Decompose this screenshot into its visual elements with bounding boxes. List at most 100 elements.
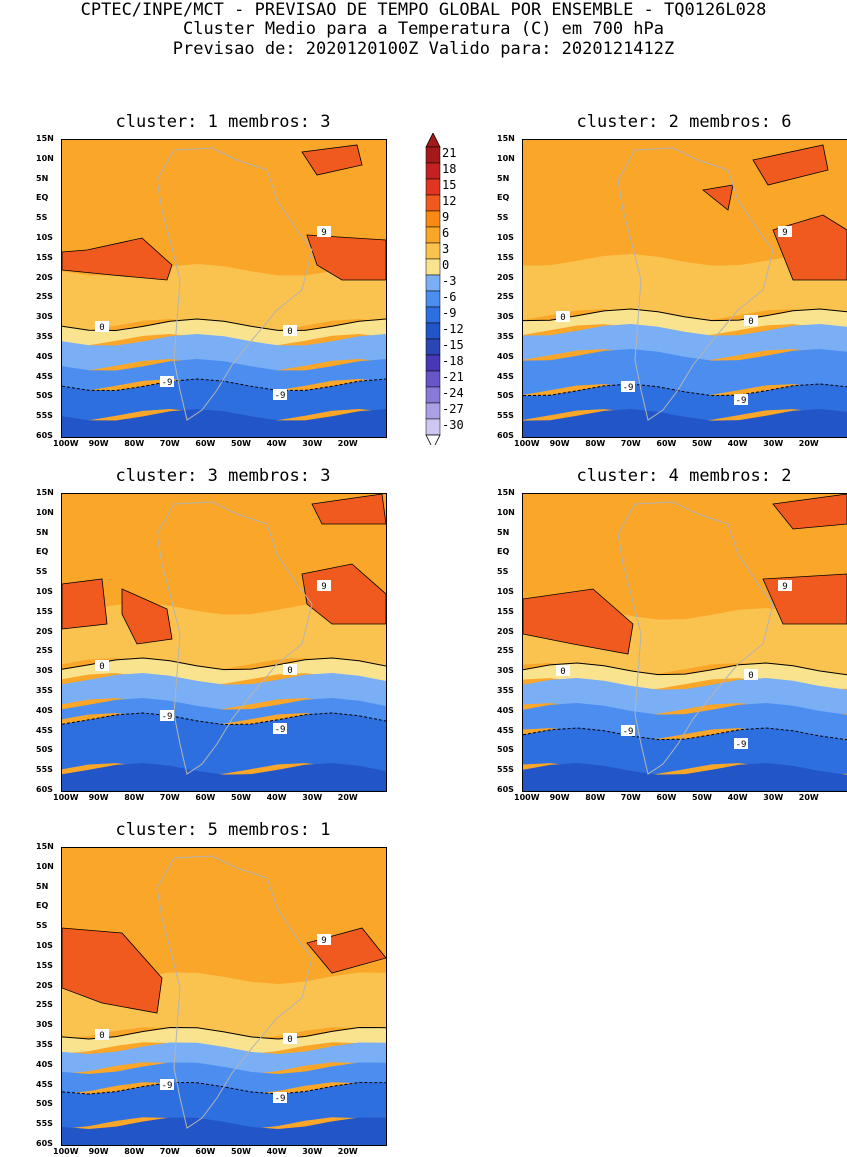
- contour-zero: [62, 1026, 386, 1040]
- longitude-label: 100W: [53, 439, 79, 448]
- colorbar-top-arrow: [425, 133, 441, 148]
- latitude-label: 15N: [36, 842, 54, 851]
- longitude-label: 70W: [159, 439, 180, 448]
- latitude-label: 10S: [36, 587, 53, 596]
- latitude-label: 5N: [36, 173, 49, 183]
- longitude-label: 100W: [514, 439, 540, 448]
- header-line-2: Cluster Medio para a Temperatura (C) em …: [182, 19, 665, 39]
- contour-label: -9: [273, 389, 287, 401]
- band-minus-3: [62, 334, 386, 371]
- contour-label: 9: [317, 934, 331, 946]
- band-minus-12: [523, 409, 847, 437]
- band-minus-9: [62, 713, 386, 775]
- latitude-label: 15N: [36, 488, 54, 497]
- latitude-label: 15N: [36, 134, 54, 143]
- colorbar-label: -15: [442, 338, 464, 352]
- colorbar-swatch: [425, 370, 441, 388]
- longitude-label: 80W: [124, 1147, 145, 1156]
- latitude-label: 10N: [36, 861, 54, 871]
- latitude-label: 20S: [497, 626, 514, 636]
- longitude-label: 100W: [53, 1147, 79, 1156]
- warm-core: [752, 144, 829, 186]
- contour-label: -9: [621, 725, 635, 737]
- colorbar-swatch: [425, 194, 441, 212]
- longitude-label: 20W: [337, 1147, 358, 1156]
- contour-minus-nine: [523, 383, 847, 397]
- contour-label: -9: [273, 723, 287, 735]
- latitude-label: 15S: [497, 606, 514, 616]
- coastline: [156, 501, 313, 775]
- svg-text:0: 0: [99, 1031, 104, 1041]
- contour-minus-nine: [523, 727, 847, 741]
- svg-text:0: 0: [287, 1035, 292, 1045]
- band-minus-6: [62, 1062, 386, 1094]
- latitude-label: 5S: [36, 213, 48, 223]
- contour-zero: [62, 657, 386, 671]
- latitude-label: 5S: [497, 567, 509, 577]
- colorbar-swatch: [425, 242, 441, 260]
- svg-text:9: 9: [782, 228, 787, 238]
- latitude-label: 55S: [36, 411, 53, 421]
- latitude-label: 60S: [36, 1139, 53, 1148]
- coastline: [156, 147, 313, 421]
- svg-text:0: 0: [560, 313, 565, 323]
- colorbar-swatch: [425, 338, 441, 356]
- map-panel: 0 0 -9 -9 9: [522, 493, 847, 792]
- svg-text:0: 0: [99, 323, 104, 333]
- colorbar-label: 15: [442, 178, 457, 192]
- latitude-label: 5N: [36, 881, 49, 891]
- latitude-label: 5N: [36, 527, 49, 537]
- contour-label: -9: [160, 1079, 174, 1091]
- latitude-label: EQ: [36, 547, 49, 557]
- colorbar-label: -3: [442, 274, 457, 288]
- band-minus-9: [62, 379, 386, 421]
- contour-label: 0: [744, 669, 758, 681]
- latitude-label: 25S: [497, 292, 514, 302]
- latitude-label: 55S: [497, 411, 514, 421]
- svg-text:0: 0: [99, 662, 104, 672]
- longitude-label: 90W: [88, 793, 109, 802]
- svg-text:-9: -9: [275, 391, 286, 401]
- latitude-label: 40S: [497, 351, 514, 361]
- longitude-label: 90W: [549, 793, 570, 802]
- colorbar-swatch: [425, 386, 441, 404]
- latitude-label: 60S: [497, 785, 514, 794]
- colorbar-label: -21: [442, 370, 464, 384]
- svg-text:9: 9: [782, 582, 787, 592]
- colorbar-label: -27: [442, 402, 464, 416]
- latitude-label: 15S: [36, 960, 53, 970]
- svg-text:0: 0: [560, 667, 565, 677]
- svg-text:-9: -9: [623, 727, 634, 737]
- longitude-label: 60W: [195, 793, 216, 802]
- map-panel: 0 0 -9 -9 9: [61, 493, 387, 792]
- contour-label: 0: [283, 325, 297, 337]
- longitude-label: 70W: [620, 793, 641, 802]
- svg-text:0: 0: [287, 666, 292, 676]
- colorbar-label: -24: [442, 386, 464, 400]
- svg-text:9: 9: [321, 228, 326, 238]
- coastline: [156, 855, 313, 1129]
- colorbar-swatch: [425, 162, 441, 180]
- latitude-label: 5S: [36, 921, 48, 931]
- longitude-label: 40W: [727, 793, 748, 802]
- band-minus-9: [62, 1082, 386, 1129]
- warm-core: [301, 563, 386, 625]
- colorbar-label: 0: [442, 258, 450, 272]
- coastline: [617, 147, 774, 421]
- latitude-label: 15N: [497, 488, 515, 497]
- latitude-label: EQ: [497, 193, 510, 203]
- longitude-label: 40W: [266, 439, 287, 448]
- latitude-label: 20S: [36, 272, 53, 282]
- colorbar-swatch: [425, 178, 441, 196]
- map-panel: 0 0 -9 -9 9: [522, 139, 847, 438]
- latitude-label: 25S: [36, 646, 53, 656]
- colorbar-swatch: [425, 258, 441, 276]
- longitude-label: 20W: [337, 793, 358, 802]
- contour-label: 0: [744, 315, 758, 327]
- longitude-label: 60W: [195, 1147, 216, 1156]
- svg-text:9: 9: [321, 582, 326, 592]
- warm-core: [62, 578, 108, 630]
- longitude-label: 60W: [656, 439, 677, 448]
- longitude-label: 80W: [124, 793, 145, 802]
- colorbar-bottom-arrow: [425, 434, 441, 445]
